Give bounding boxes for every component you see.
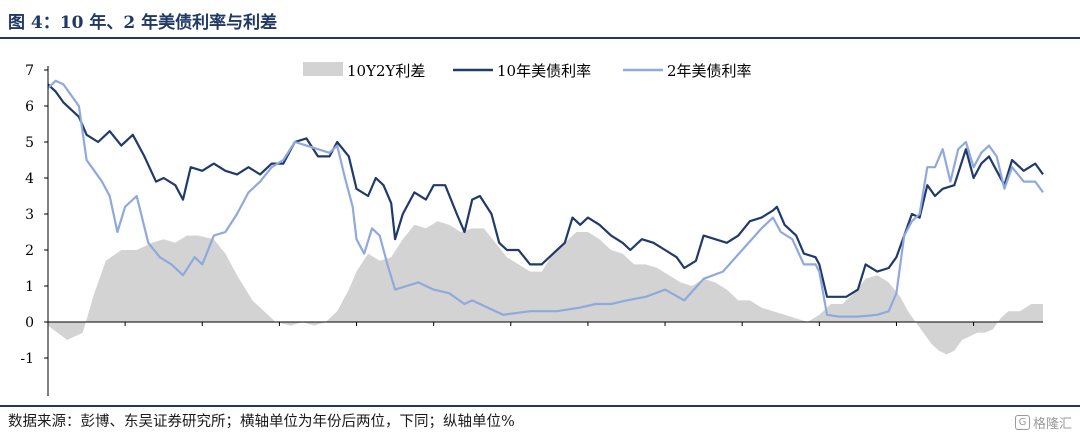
y2-line: [47, 79, 1044, 318]
watermark-text: 格隆汇: [1032, 417, 1072, 432]
bottom-rule: [0, 405, 1080, 407]
rates-chart: -10123456700020406081012141618202224 10Y…: [20, 62, 1044, 396]
legend-label: 10Y2Y利差: [347, 62, 425, 80]
legend: 10Y2Y利差 10年美债利率 2年美债利率: [303, 62, 752, 80]
plot-layer: [47, 79, 1044, 355]
y-tick-label: 1: [25, 279, 34, 295]
y-tick-label: 7: [25, 63, 34, 79]
y-tick-label: 4: [25, 171, 34, 187]
axis-layer: -10123456700020406081012141618202224: [20, 63, 1043, 396]
y-tick-label: 5: [25, 135, 34, 151]
legend-label: 2年美债利率: [667, 62, 752, 80]
figure-title: 图 4：10 年、2 年美债利率与利差: [8, 13, 278, 33]
legend-swatch-spread: [303, 62, 343, 76]
source-note: 数据来源：彭博、东吴证券研究所；横轴单位为年份后两位，下同；纵轴单位%: [8, 414, 515, 430]
legend-label: 10年美债利率: [497, 62, 591, 80]
y-tick-label: 2: [25, 243, 34, 259]
y-tick-label: -1: [20, 351, 34, 367]
y-tick-label: 3: [25, 207, 34, 223]
y-tick-label: 0: [25, 315, 34, 331]
watermark-logo-icon: G: [1014, 415, 1030, 430]
top-rule: [0, 37, 1080, 39]
watermark: G 格隆汇: [1014, 413, 1072, 432]
spread-area: [48, 221, 1043, 355]
y-tick-label: 6: [25, 99, 34, 115]
y10-line: [47, 83, 1044, 298]
